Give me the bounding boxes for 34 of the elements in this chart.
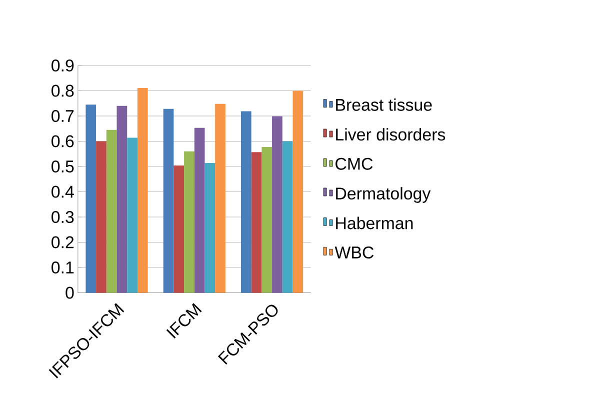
bar	[184, 151, 194, 293]
y-tick-label: 0.2	[52, 236, 74, 248]
y-tick-label: 0.9	[52, 60, 74, 72]
legend-label: Haberman	[336, 216, 413, 230]
bar	[204, 163, 216, 293]
bar	[194, 128, 205, 293]
bar	[240, 111, 252, 293]
legend-label: CMC	[336, 158, 373, 170]
bar	[272, 116, 282, 293]
y-tick-label: 0.8	[52, 84, 74, 97]
legend-label: Dermatology	[336, 187, 431, 203]
bar	[215, 104, 226, 293]
y-tick-label: 0.5	[52, 160, 74, 173]
bar	[163, 108, 174, 293]
legend-label: WBC	[334, 246, 374, 259]
bar	[251, 152, 262, 293]
bar	[86, 104, 96, 293]
legend-label: Liver disorders	[336, 128, 446, 141]
y-tick-label: 0.7	[52, 110, 74, 122]
bar	[96, 141, 106, 293]
y-tick-label: 0.6	[52, 135, 74, 148]
bar	[282, 141, 293, 293]
y-tick-label: 0	[66, 286, 74, 299]
y-tick-label: 0.1	[52, 262, 74, 274]
y-tick-label: 0.3	[52, 211, 74, 224]
bar	[116, 106, 128, 293]
bar	[106, 130, 117, 293]
legend-label: Breast tissue	[336, 98, 432, 111]
bar	[262, 147, 272, 293]
y-tick-label: 0.4	[52, 186, 74, 198]
bar	[127, 138, 138, 293]
bar	[137, 88, 148, 293]
bar	[174, 166, 184, 293]
bar	[292, 90, 304, 293]
